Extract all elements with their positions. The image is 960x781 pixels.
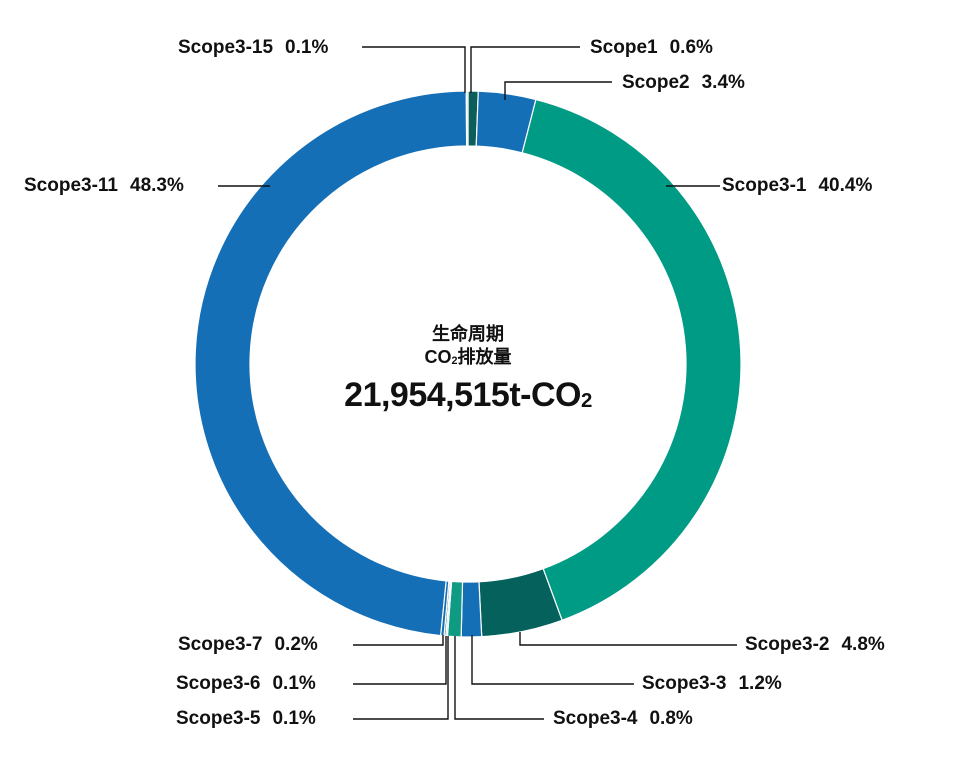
subscript-2: 2 (580, 390, 592, 413)
label-name: Scope3-6 (176, 673, 261, 694)
leader-line-scope3-6 (353, 636, 447, 685)
label-name: Scope3-4 (553, 708, 638, 729)
label-name: Scope3-1 (722, 175, 807, 196)
leader-lines (218, 46, 737, 720)
label-scope3-5: Scope3-5 0.1% (176, 708, 316, 730)
label-scope3-6: Scope3-6 0.1% (176, 673, 316, 695)
label-name: Scope3-11 (24, 175, 118, 196)
co-text: CO (424, 347, 452, 367)
label-name: Scope3-7 (178, 634, 263, 655)
label-pct: 40.4% (818, 175, 873, 196)
label-pct: 48.3% (130, 175, 184, 196)
label-pct: 0.6% (669, 37, 713, 58)
label-pct: 0.8% (649, 708, 693, 729)
leader-line-scope3-4 (454, 636, 544, 720)
label-name: Scope3-2 (745, 634, 830, 655)
emission-text: 排放量 (457, 347, 512, 367)
label-scope2: Scope2 3.4% (622, 72, 745, 94)
leader-line-scope3-7 (353, 635, 444, 646)
label-scope3-2: Scope3-2 4.8% (745, 634, 885, 656)
center-subtitle: CO2排放量 (268, 343, 668, 369)
leader-line-scope2 (504, 81, 612, 100)
total-value: 21,954,515t-CO (344, 376, 581, 414)
label-pct: 0.1% (285, 37, 329, 58)
leader-line-scope3-5 (353, 636, 449, 720)
label-name: Scope3-15 (178, 37, 274, 58)
label-name: Scope1 (590, 37, 658, 58)
label-pct: 0.2% (274, 634, 318, 655)
label-scope3-15: Scope3-15 0.1% (178, 37, 328, 59)
slice-scope3-15 (465, 90, 469, 147)
label-pct: 3.4% (701, 72, 745, 93)
leader-line-scope3-15 (362, 46, 466, 93)
label-name: Scope3-3 (642, 673, 727, 694)
label-name: Scope3-5 (176, 708, 261, 729)
center-total-value: 21,954,515t-CO2 (268, 376, 668, 415)
label-scope3-4: Scope3-4 0.8% (553, 708, 693, 730)
slice-scope3-1 (521, 98, 742, 622)
label-scope3-3: Scope3-3 1.2% (642, 673, 782, 695)
label-scope3-7: Scope3-7 0.2% (178, 634, 318, 656)
slice-scope3-11 (194, 90, 468, 637)
slice-scope3-3 (460, 581, 483, 638)
leader-line-scope3-3 (471, 635, 634, 685)
subscript-2: 2 (451, 354, 458, 367)
label-scope3-1: Scope3-1 40.4% (722, 175, 872, 197)
label-pct: 4.8% (841, 634, 885, 655)
leader-line-scope1 (470, 46, 580, 93)
center-title: 生命周期 (432, 324, 504, 344)
label-pct: 0.1% (272, 708, 316, 729)
label-scope3-11: Scope3-11 48.3% (24, 175, 184, 197)
label-pct: 0.1% (272, 673, 316, 694)
leader-line-scope3-2 (519, 632, 737, 646)
donut-slices (194, 90, 742, 638)
label-name: Scope2 (622, 72, 690, 93)
label-scope1: Scope1 0.6% (590, 37, 713, 59)
label-pct: 1.2% (738, 673, 782, 694)
